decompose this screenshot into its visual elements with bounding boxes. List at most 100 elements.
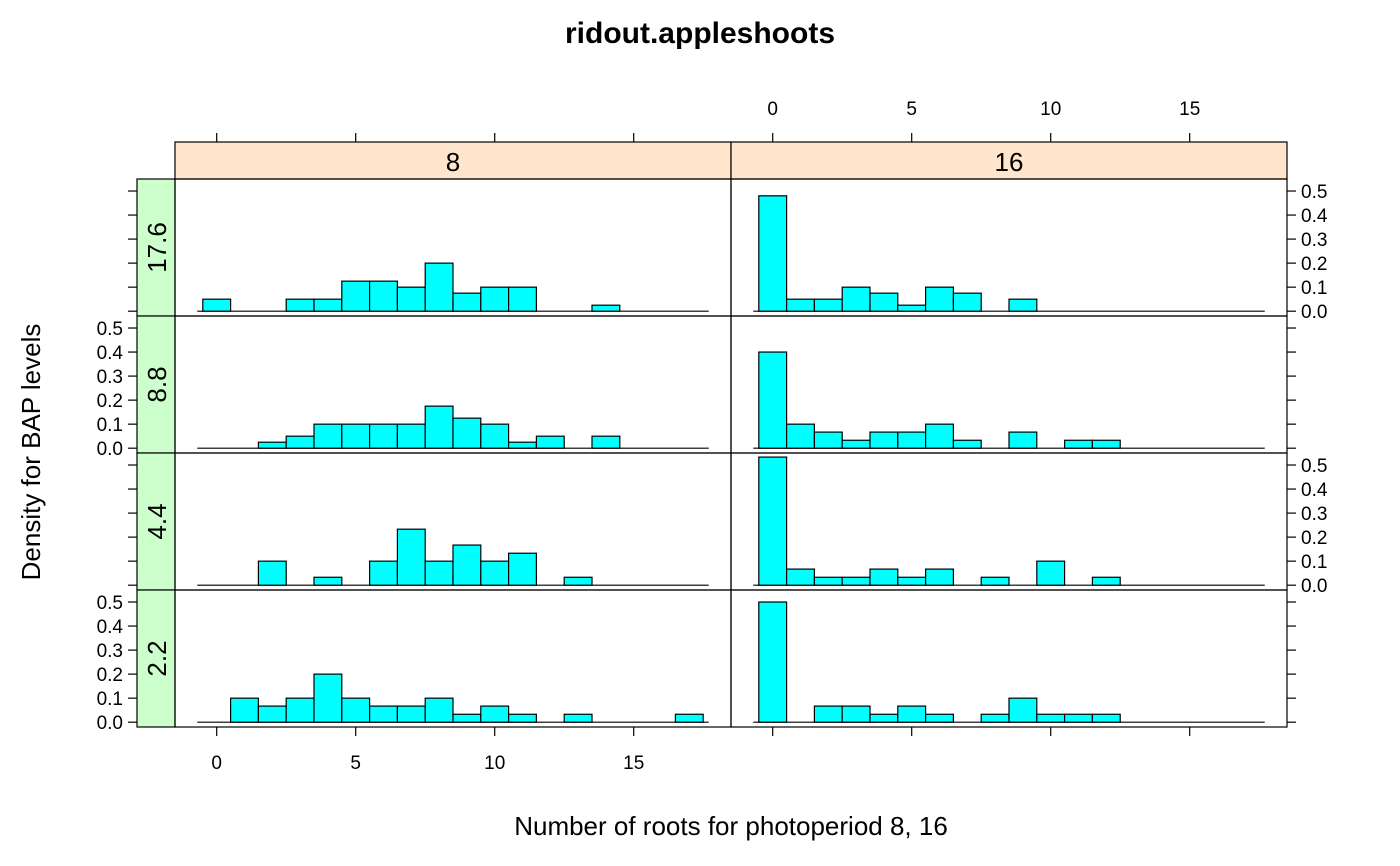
histogram-bar: [1008, 431, 1038, 449]
panel-16-4.4: [753, 456, 1265, 586]
x-tick-label: 0: [211, 753, 222, 774]
histogram-bar: [480, 423, 510, 449]
histogram-bar: [1091, 713, 1121, 723]
histogram-bar: [369, 705, 399, 723]
histogram-bar: [563, 713, 593, 723]
y-tick-label: 0.5: [1301, 456, 1327, 477]
y-tick-label: 0.0: [1301, 576, 1327, 597]
histogram-bar: [980, 576, 1010, 586]
histogram-bar: [952, 439, 982, 449]
histogram-bar: [508, 441, 538, 449]
histogram-bar: [841, 439, 871, 449]
histogram-bar: [424, 560, 454, 586]
histogram-bar: [1036, 713, 1066, 723]
histogram-bar: [341, 423, 371, 449]
y-tick-label: 0.4: [97, 617, 124, 638]
histogram-bar: [813, 431, 843, 449]
histogram-bar: [869, 431, 899, 449]
row-strip-17.6: [136, 178, 176, 317]
histogram-bar: [1091, 439, 1121, 449]
column-strip-16: [730, 141, 1288, 180]
histogram-bar: [313, 423, 343, 449]
histogram-bar: [230, 697, 260, 723]
histogram-bar: [924, 423, 954, 449]
histogram-bar: [452, 713, 482, 723]
histogram-bar: [897, 576, 927, 586]
histogram-bar: [674, 713, 704, 723]
histogram-bar: [758, 456, 788, 586]
histogram-bar: [313, 673, 343, 723]
y-tick-label: 0.3: [97, 641, 123, 662]
x-tick-label: 10: [1040, 99, 1061, 120]
histogram-bar: [257, 441, 287, 449]
histogram-bar: [785, 298, 815, 312]
y-tick-label: 0.1: [1301, 278, 1327, 299]
histogram-bar: [785, 568, 815, 586]
histogram-bar: [396, 423, 426, 449]
y-tick-label: 0.0: [1301, 302, 1327, 323]
histogram-bar: [1063, 713, 1093, 723]
histogram-bar: [313, 298, 343, 312]
y-tick-label: 0.2: [97, 391, 123, 412]
column-strip-label-16: 16: [995, 147, 1024, 177]
histogram-bar: [396, 528, 426, 586]
y-tick-label: 0.5: [97, 319, 123, 340]
row-strip-label-2.2: 2.2: [142, 640, 172, 676]
column-strip-8: [174, 141, 732, 180]
panel-8-4.4: [197, 528, 709, 586]
histogram-bar: [1036, 560, 1066, 586]
histogram-bar: [480, 286, 510, 312]
y-tick-label: 0.3: [1301, 230, 1327, 251]
x-axis-label: Number of roots for photoperiod 8, 16: [514, 811, 948, 841]
histogram-bar: [313, 576, 343, 586]
histogram-bar: [396, 286, 426, 312]
panel-8-2.2: [197, 673, 709, 723]
histogram-bar: [897, 431, 927, 449]
histogram-bar: [1008, 697, 1038, 723]
y-tick-label: 0.3: [1301, 504, 1327, 525]
y-tick-label: 0.4: [1301, 480, 1328, 501]
histogram-bar: [452, 544, 482, 586]
y-tick-label: 0.2: [1301, 254, 1327, 275]
histogram-bar: [591, 435, 621, 449]
y-tick-label: 0.4: [1301, 206, 1328, 227]
panel-border: [730, 589, 1288, 728]
histogram-bar: [924, 286, 954, 312]
histogram-bar: [424, 697, 454, 723]
y-tick-label: 0.3: [97, 367, 123, 388]
histogram-bar: [369, 280, 399, 312]
x-tick-label: 10: [484, 753, 505, 774]
histogram-bar: [924, 713, 954, 723]
histogram-bar: [841, 286, 871, 312]
y-tick-label: 0.2: [1301, 528, 1327, 549]
histogram-bar: [758, 601, 788, 723]
histogram-bar: [758, 351, 788, 449]
histogram-bar: [1063, 439, 1093, 449]
histogram-bar: [480, 705, 510, 723]
panel-16-8.8: [753, 351, 1265, 449]
histogram-bar: [285, 697, 315, 723]
histogram-bar: [563, 576, 593, 586]
histogram-bar: [924, 568, 954, 586]
histogram-bar: [1091, 576, 1121, 586]
histogram-bar: [480, 560, 510, 586]
plot-area: 8 16 17.6 8.8 4.4 2.2 0 5 10 15 0 5 10 15 0.0 0.1 0.2 0.3…: [97, 99, 1328, 774]
y-tick-label: 0.1: [97, 689, 123, 710]
y-tick-label: 0.2: [97, 665, 123, 686]
y-tick-label: 0.4: [97, 343, 124, 364]
histogram-bar: [396, 705, 426, 723]
x-tick-label: 15: [623, 753, 644, 774]
histogram-bar: [285, 435, 315, 449]
histogram-bar: [869, 713, 899, 723]
panel-8-17.6: [197, 262, 709, 312]
histogram-bar: [257, 705, 287, 723]
histogram-bar: [452, 292, 482, 312]
histogram-bar: [980, 713, 1010, 723]
histogram-bar: [869, 292, 899, 312]
histogram-bar: [591, 304, 621, 312]
histogram-bar: [869, 568, 899, 586]
histogram-bar: [202, 298, 232, 312]
histogram-bar: [897, 304, 927, 312]
y-tick-label: 0.5: [1301, 182, 1327, 203]
